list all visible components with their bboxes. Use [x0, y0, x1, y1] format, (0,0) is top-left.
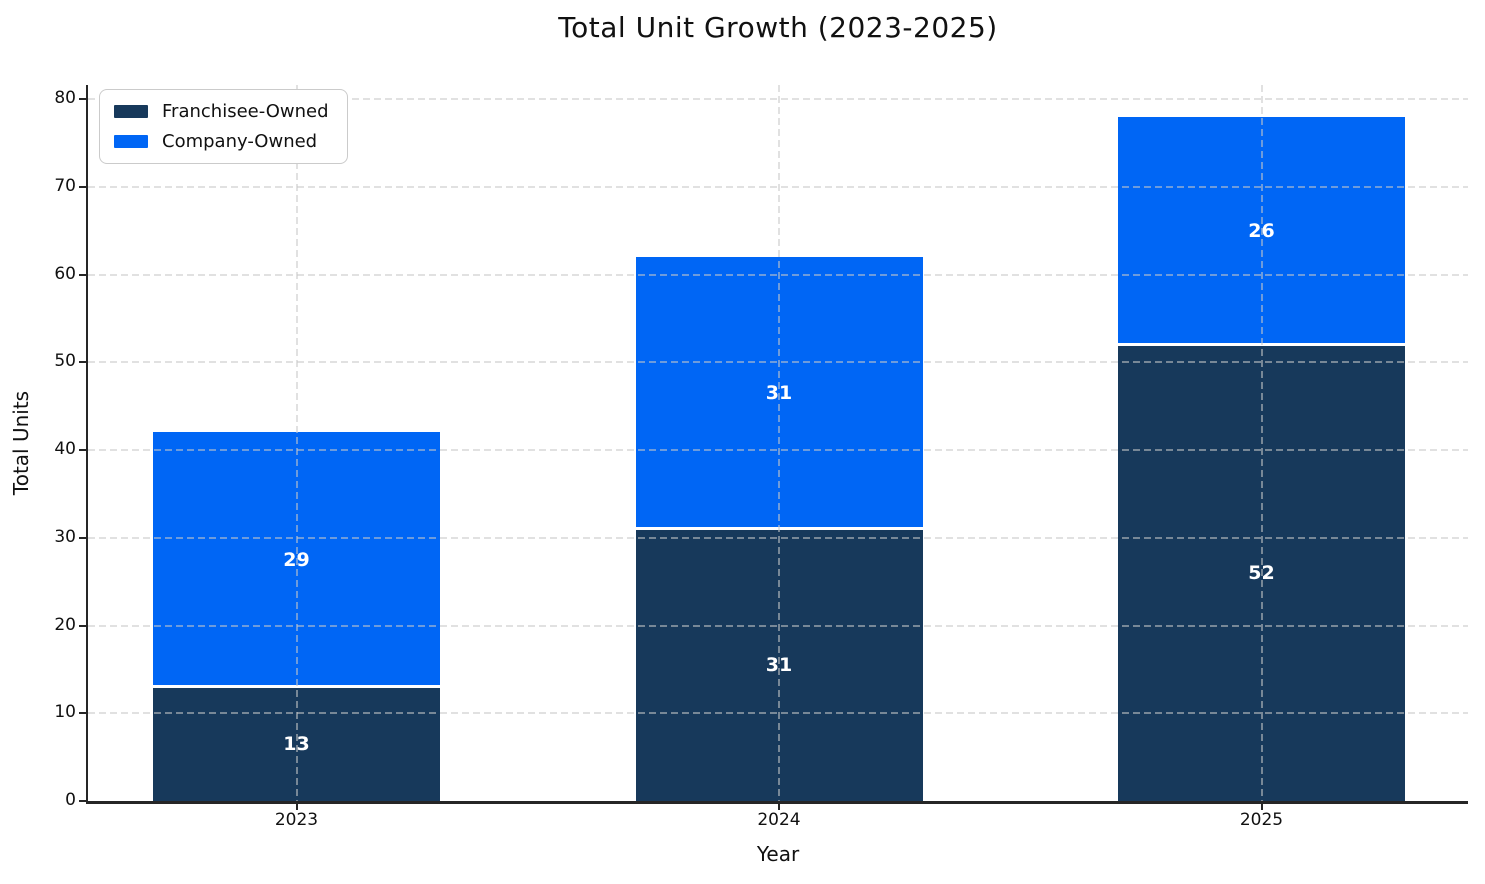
x-tick-label-2024: 2024	[757, 810, 801, 830]
y-tickmark-20	[79, 624, 88, 627]
y-tickmark-50	[79, 361, 88, 364]
y-tickmark-40	[79, 449, 88, 451]
plot-area: 13 29 31 31 52 26	[88, 85, 1468, 801]
legend-item-company-owned: Company-Owned	[114, 131, 329, 152]
y-tick-label-40: 40	[54, 439, 76, 459]
bar-value-label-franchisee-2024: 31	[765, 653, 793, 676]
y-tick-label-20: 20	[54, 614, 76, 635]
left-axis-spine	[86, 85, 88, 803]
bar-value-label-franchisee-2023: 13	[283, 732, 310, 755]
bar-value-label-company-2024: 31	[765, 381, 793, 404]
legend: Franchisee-Owned Company-Owned	[99, 89, 348, 164]
gridline-x-2023	[295, 85, 298, 801]
y-tick-label-10: 10	[54, 702, 76, 723]
y-tickmark-0	[79, 800, 88, 802]
y-tickmark-80	[79, 98, 88, 100]
y-tick-label-30: 30	[54, 526, 76, 547]
legend-label-franchisee-owned: Franchisee-Owned	[162, 101, 329, 122]
y-tickmark-60	[79, 273, 88, 276]
y-tick-label-60: 60	[54, 263, 76, 284]
chart-title: Total Unit Growth (2023-2025)	[558, 11, 998, 44]
y-tick-label-0: 0	[65, 790, 76, 810]
bar-value-label-company-2023: 29	[283, 548, 310, 571]
y-tick-label-70: 70	[54, 175, 76, 196]
x-tick-label-2023: 2023	[274, 810, 319, 830]
y-tick-label-50: 50	[54, 351, 76, 372]
x-axis-title: Year	[756, 842, 800, 866]
x-tickmark-2024	[778, 801, 780, 810]
legend-item-franchisee-owned: Franchisee-Owned	[114, 101, 329, 122]
x-tickmark-2025	[1260, 801, 1263, 810]
y-tick-label-80: 80	[54, 88, 76, 108]
x-tick-label-2025: 2025	[1239, 810, 1284, 830]
y-tickmark-30	[79, 536, 88, 539]
gridline-x-2025	[1260, 85, 1263, 801]
y-tickmark-10	[79, 712, 88, 715]
legend-swatch-franchisee-owned	[114, 105, 148, 118]
x-tickmark-2023	[295, 801, 298, 810]
bar-value-label-company-2025: 26	[1248, 219, 1275, 242]
gridline-x-2024	[778, 85, 780, 801]
bar-value-label-franchisee-2025: 52	[1248, 561, 1275, 584]
legend-swatch-company-owned	[114, 135, 148, 148]
y-tickmark-70	[79, 185, 88, 188]
legend-label-company-owned: Company-Owned	[162, 131, 318, 152]
bottom-axis-spine	[86, 801, 1468, 804]
